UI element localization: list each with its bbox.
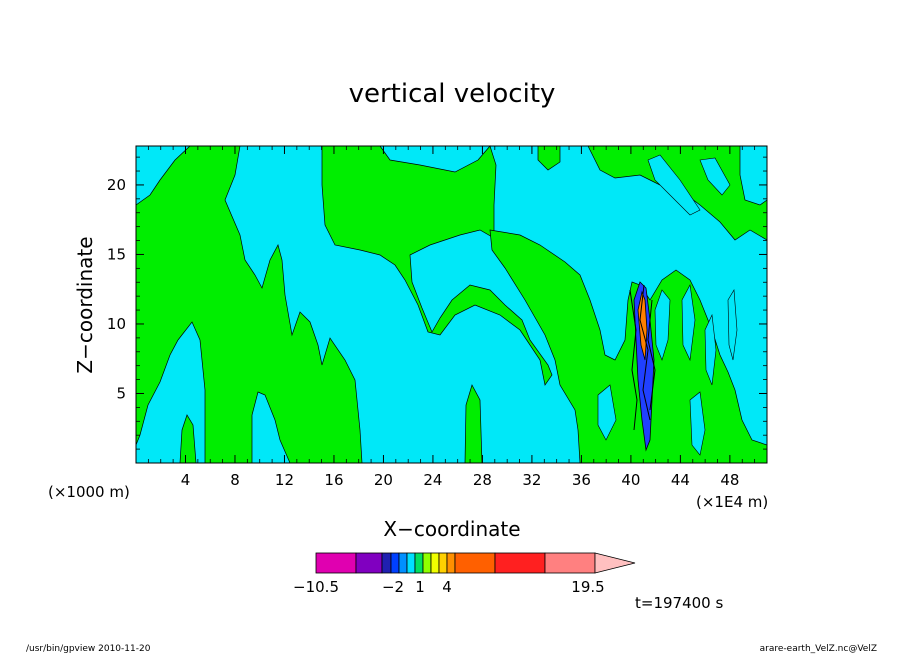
colorbar-tick-label: −10.5 <box>293 578 339 596</box>
colorbar-tick-label: −2 <box>382 578 404 596</box>
colorbar-segment <box>430 552 440 574</box>
contour-streak <box>681 284 696 362</box>
x-unit-left: (×1000 m) <box>48 483 130 501</box>
x-tick-label: 24 <box>423 471 442 489</box>
x-tick-label: 48 <box>720 471 739 489</box>
x-tick-label: 20 <box>374 471 393 489</box>
colorbar-segment <box>414 552 424 574</box>
contour-streak <box>699 157 731 196</box>
colorbar-segment <box>446 552 456 574</box>
x-tick-label: 44 <box>671 471 690 489</box>
y-tick-label: 10 <box>107 315 126 333</box>
y-tick-label: 5 <box>116 384 126 402</box>
x-axis-label: X−coordinate <box>383 517 520 541</box>
colorbar-segment <box>422 552 432 574</box>
colorbar-segment <box>381 552 392 574</box>
contour-streak <box>727 289 738 361</box>
x-tick-label: 28 <box>473 471 492 489</box>
footer-right: arare-earth_VelZ.nc@VelZ <box>760 644 877 654</box>
colorbar <box>315 552 636 574</box>
contour-region-upper-right <box>587 145 768 241</box>
contour-streak <box>597 384 617 441</box>
y-axis-label: Z−coordinate <box>73 236 97 373</box>
contour-streak <box>704 313 717 386</box>
contour-core-positive <box>637 290 648 361</box>
contour-streak <box>654 289 671 361</box>
contour-streak <box>647 154 701 216</box>
x-tick-label: 36 <box>572 471 591 489</box>
y-tick-label: 20 <box>107 176 126 194</box>
contour-core-lines <box>629 284 656 431</box>
y-axis: 5 10 15 20 <box>107 156 767 450</box>
contour-region-left <box>135 145 363 464</box>
contour-streak <box>689 391 706 456</box>
chart-title: vertical velocity <box>349 79 556 109</box>
x-tick-label: 16 <box>324 471 343 489</box>
colorbar-segment <box>390 552 400 574</box>
x-tick-label: 8 <box>230 471 240 489</box>
x-tick-label: 4 <box>181 471 191 489</box>
contour-field <box>135 145 768 464</box>
colorbar-tick-label: 4 <box>442 578 452 596</box>
x-tick-label: 12 <box>275 471 294 489</box>
colorbar-segment <box>494 552 546 574</box>
x-axis: 4 8 12 16 20 24 28 32 36 40 44 48 <box>147 146 756 489</box>
plot-frame <box>135 145 768 464</box>
colorbar-tick-label: 19.5 <box>571 578 604 596</box>
time-label: t=197400 s <box>635 594 723 612</box>
x-tick-label: 32 <box>522 471 541 489</box>
colorbar-segment <box>406 552 416 574</box>
x-unit-right: (×1E4 m) <box>696 493 768 511</box>
colorbar-arrow <box>594 552 636 574</box>
colorbar-segment <box>315 552 357 574</box>
contour-region-center <box>321 145 553 386</box>
colorbar-tick-label: 1 <box>415 578 425 596</box>
colorbar-segment <box>398 552 408 574</box>
colorbar-segment <box>454 552 496 574</box>
colorbar-segment <box>544 552 596 574</box>
footer-left: /usr/bin/gpview 2010-11-20 <box>26 644 151 654</box>
x-tick-label: 40 <box>621 471 640 489</box>
y-tick-label: 15 <box>107 245 126 263</box>
colorbar-segment <box>355 552 383 574</box>
colorbar-segment <box>438 552 448 574</box>
